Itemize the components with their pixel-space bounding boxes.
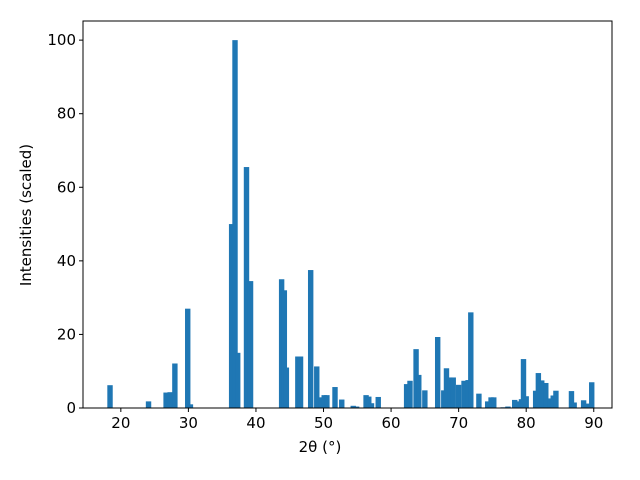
bar [332,387,338,408]
bar [543,382,549,408]
x-tick-label: 90 [584,414,603,432]
y-axis-label: Intensities (scaled) [17,144,35,286]
bar [568,391,575,408]
x-tick-label: 60 [382,414,401,432]
bar [232,40,238,409]
bar [366,396,372,408]
bar [295,356,301,408]
bar [571,402,577,408]
y-tick-label: 60 [57,178,76,196]
bar [580,400,587,408]
bar [491,397,497,408]
bar [450,377,456,408]
bar [584,403,590,408]
bar [468,312,474,408]
bar [484,401,491,408]
bar [324,395,330,408]
plot-frame [82,20,613,409]
bar [145,401,152,408]
bar [314,366,320,408]
bar [443,368,450,408]
bar [461,380,467,408]
bar [163,392,169,408]
bar [416,374,422,408]
bar [447,377,453,408]
x-tick-label: 50 [314,414,333,432]
bar [107,385,113,408]
bar [455,384,462,408]
bar [520,359,527,408]
bar [505,406,511,408]
bar [167,392,173,408]
bar [247,281,254,408]
bar [243,167,250,408]
y-tick-label: 20 [57,325,76,343]
bar [339,399,345,408]
bar [235,352,241,408]
y-tick-label: 0 [66,399,76,417]
bar [523,396,529,408]
x-tick-label: 70 [449,414,468,432]
bar [281,290,288,408]
bar [476,393,482,408]
bar [516,401,522,408]
bar [535,373,542,408]
bar [407,380,413,408]
bar [539,380,545,408]
x-tick-label: 40 [246,414,265,432]
bar [375,396,381,408]
bar [228,224,235,408]
y-tick-label: 80 [57,105,76,123]
bar [187,404,194,408]
bar [403,384,410,408]
bar [550,395,556,408]
bar [172,363,178,408]
bar [283,367,290,408]
bar [353,406,360,408]
bar [297,356,304,408]
bar [307,270,314,408]
bar [185,308,191,408]
x-tick-label: 30 [179,414,198,432]
x-tick-label: 20 [111,414,130,432]
bar [318,397,324,408]
x-axis-label: 2θ (°) [299,438,342,456]
bar [350,405,356,408]
bar [434,337,441,408]
bar [589,382,595,408]
x-tick-label: 80 [517,414,536,432]
bar [512,399,518,408]
bar [422,390,428,408]
bar [553,390,559,408]
y-tick-label: 40 [57,252,76,270]
bar [368,403,375,408]
y-tick-label: 100 [47,31,76,49]
